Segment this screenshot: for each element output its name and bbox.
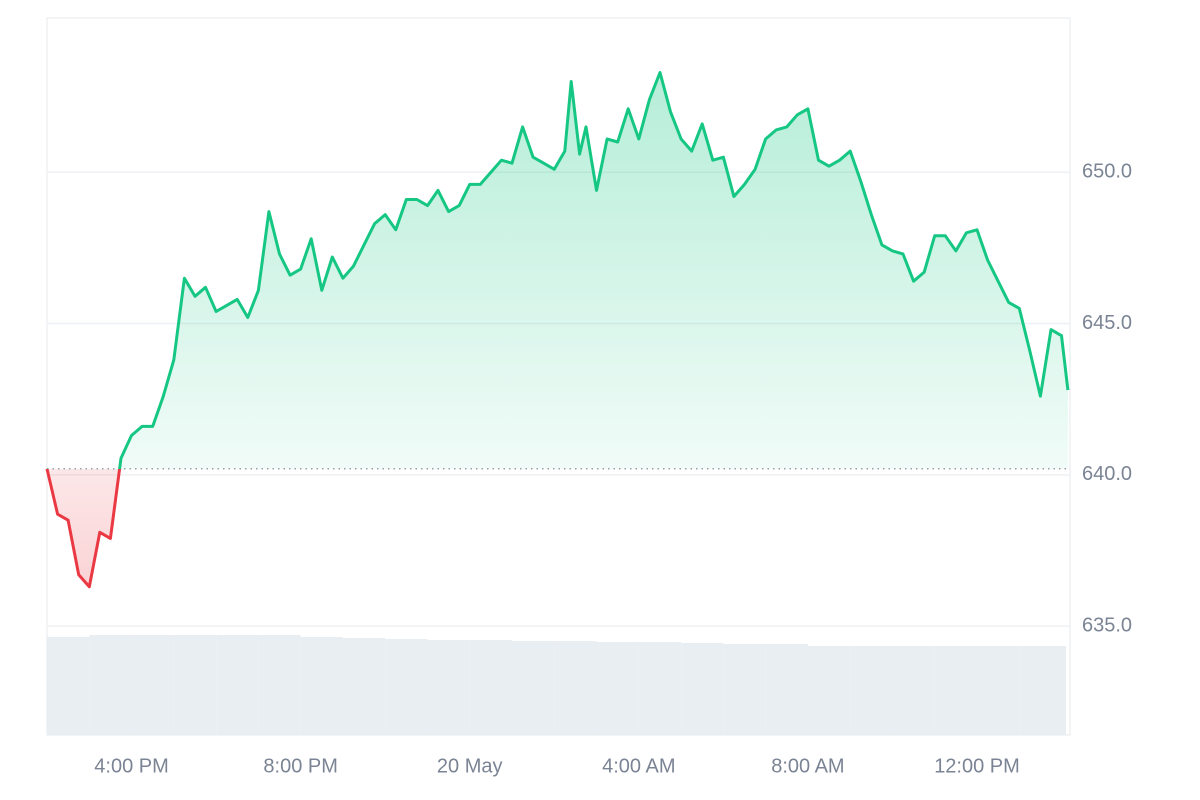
volume-bar [427,640,470,735]
x-tick-label: 8:00 PM [263,755,337,777]
volume-bar [47,637,90,735]
x-tick-label: 20 May [437,755,503,777]
y-tick-label: 635.0 [1082,614,1132,636]
volume-bar [681,643,724,735]
volume-bar [934,646,977,735]
volume-bar [892,646,935,735]
y-tick-label: 645.0 [1082,312,1132,334]
y-tick-label: 650.0 [1082,161,1132,183]
volume-bar [342,638,386,735]
volume-bar [1019,646,1066,735]
y-tick-label: 640.0 [1082,463,1132,485]
volume-bar [554,641,597,735]
volume-bar [385,639,428,735]
volume-bar [512,641,555,735]
volume-bar [807,646,851,735]
volume-bar [850,646,893,735]
volume-bar [131,635,174,735]
price-line [45,71,1070,589]
volume-bar [977,646,1020,735]
volume-bar [723,644,766,735]
x-tick-label: 4:00 PM [94,755,168,777]
x-tick-label: 8:00 AM [771,755,844,777]
x-tick-label: 4:00 AM [602,755,675,777]
volume-bar [765,644,808,735]
volume-bar [216,635,259,735]
volume-bar [596,642,639,735]
volume-bar [173,635,217,735]
x-tick-label: 12:00 PM [934,755,1020,777]
price-area [47,72,1068,587]
volume-bar [469,640,512,735]
volume-bar [89,635,132,735]
volume-bar [638,642,682,735]
volume-bar [300,637,343,735]
volume-bar [258,635,301,735]
